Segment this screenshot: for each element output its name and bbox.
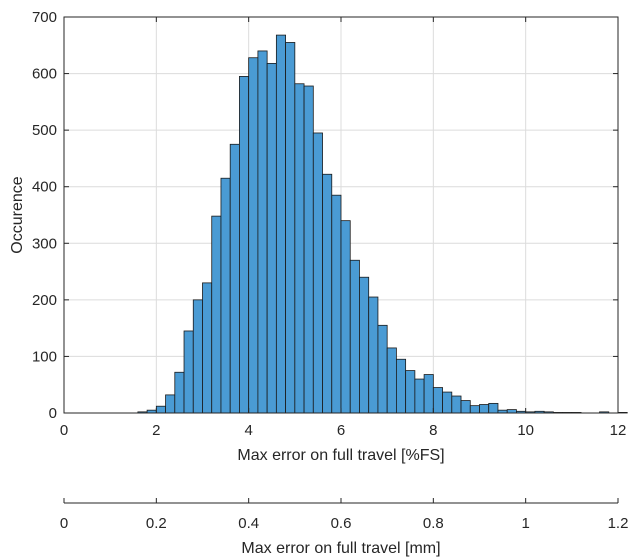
histogram-bar bbox=[229, 143, 240, 414]
y-tick-label: 600 bbox=[32, 66, 57, 83]
histogram-bar bbox=[192, 299, 203, 414]
histogram-bar bbox=[285, 42, 296, 414]
histogram-bar bbox=[202, 282, 213, 414]
secondary-x-tick-label: 0.2 bbox=[146, 515, 167, 532]
histogram-bar bbox=[479, 404, 490, 414]
histogram-bar bbox=[368, 296, 379, 414]
secondary-x-tick-label: 1 bbox=[521, 515, 529, 532]
histogram-bar bbox=[377, 324, 388, 414]
x-tick-label: 10 bbox=[517, 422, 534, 439]
secondary-x-tick-label: 0.4 bbox=[238, 515, 259, 532]
histogram-bar bbox=[331, 194, 342, 414]
histogram-bar bbox=[248, 57, 259, 414]
x-tick-label: 6 bbox=[337, 422, 345, 439]
histogram-bar bbox=[174, 371, 185, 414]
x-tick-label: 12 bbox=[610, 422, 627, 439]
histogram-bar bbox=[183, 330, 194, 414]
histogram-bars bbox=[137, 34, 628, 414]
histogram-bar bbox=[414, 378, 425, 414]
secondary-x-axis-label: Max error on full travel [mm] bbox=[241, 540, 440, 557]
y-tick-label: 700 bbox=[32, 9, 57, 26]
histogram-bar bbox=[442, 391, 453, 414]
histogram-bar bbox=[220, 177, 231, 414]
y-tick-label: 0 bbox=[49, 405, 57, 422]
histogram-bar bbox=[312, 132, 323, 414]
x-tick-label: 4 bbox=[244, 422, 252, 439]
y-tick-label: 100 bbox=[32, 348, 57, 365]
y-tick-label: 500 bbox=[32, 122, 57, 139]
histogram-bar bbox=[386, 347, 397, 414]
histogram-bar bbox=[349, 259, 360, 414]
histogram-bar bbox=[423, 374, 434, 414]
y-axis-ticks: 0 100 200 300 400 500 600 700 bbox=[32, 9, 618, 422]
histogram-bar bbox=[257, 50, 268, 414]
histogram-bar bbox=[395, 358, 407, 414]
y-tick-label: 400 bbox=[32, 179, 57, 196]
histogram-bar bbox=[155, 405, 166, 414]
x-axis-label: Max error on full travel [%FS] bbox=[237, 447, 444, 464]
histogram-bar bbox=[405, 370, 416, 414]
x-tick-label: 8 bbox=[429, 422, 437, 439]
histogram-bar bbox=[303, 85, 314, 414]
x-tick-label: 0 bbox=[60, 422, 68, 439]
histogram-bar bbox=[239, 76, 250, 414]
histogram-bar bbox=[294, 83, 305, 414]
histogram-bar bbox=[488, 402, 499, 414]
histogram-bar bbox=[211, 215, 222, 414]
histogram-bar bbox=[617, 412, 628, 414]
histogram-bar bbox=[451, 395, 462, 414]
y-tick-label: 300 bbox=[32, 235, 57, 252]
x-tick-label: 2 bbox=[152, 422, 160, 439]
histogram-bar bbox=[506, 409, 517, 414]
secondary-x-tick-label: 0.8 bbox=[423, 515, 444, 532]
x-axis-ticks: 0 2 4 6 8 10 12 bbox=[60, 17, 627, 439]
histogram-bar bbox=[266, 62, 277, 414]
histogram-bar bbox=[322, 173, 333, 414]
secondary-x-tick-label: 0 bbox=[60, 515, 68, 532]
histogram-bar bbox=[165, 394, 176, 414]
secondary-x-axis: 0 0.2 0.4 0.6 0.8 1 1.2 bbox=[60, 498, 629, 532]
secondary-x-tick-label: 0.6 bbox=[331, 515, 352, 532]
histogram-bar bbox=[432, 387, 443, 414]
histogram-bar bbox=[275, 34, 287, 414]
y-tick-label: 200 bbox=[32, 292, 57, 309]
histogram-bar bbox=[359, 276, 370, 414]
histogram-bar bbox=[340, 220, 351, 414]
y-axis-label: Occurence bbox=[9, 176, 26, 253]
secondary-x-tick-label: 1.2 bbox=[608, 515, 629, 532]
histogram-bar bbox=[460, 400, 471, 414]
histogram-bar bbox=[469, 405, 480, 414]
